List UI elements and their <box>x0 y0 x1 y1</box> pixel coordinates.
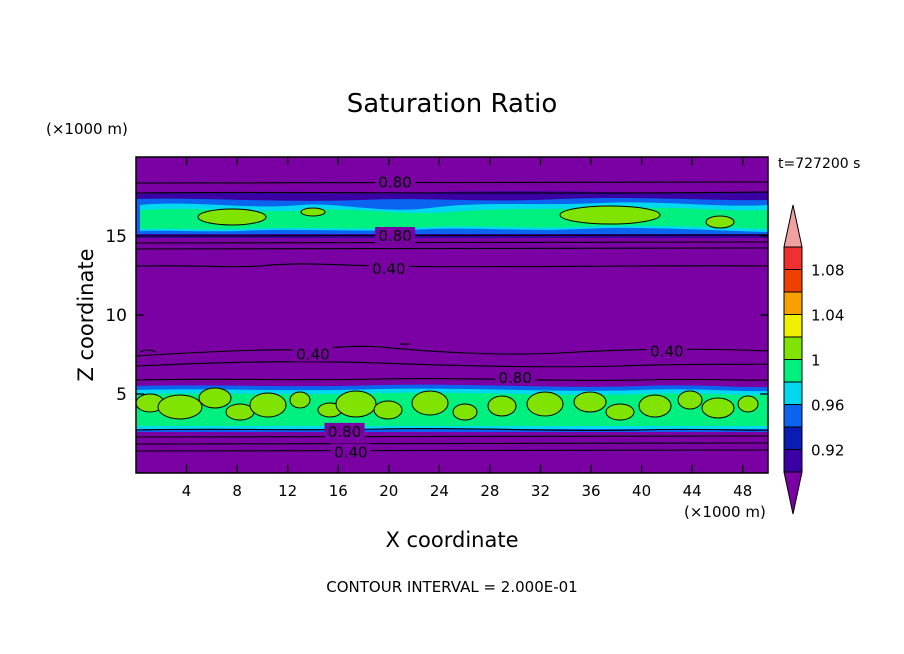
colorbar-label: 0.92 <box>811 442 844 460</box>
x-tick-label: 16 <box>329 482 348 500</box>
x-tick-label: 8 <box>232 482 242 500</box>
y-axis-label: Z coordinate <box>74 248 98 381</box>
lower-supersat-patch <box>411 390 449 416</box>
contour-line <box>136 191 768 194</box>
lower-supersat-patch <box>701 397 735 419</box>
colorbar-bin <box>783 404 803 428</box>
colorbar-bin <box>783 269 803 293</box>
colorbar-bin <box>783 359 803 383</box>
contour-label-bg <box>495 369 536 386</box>
x-axis: 4 8 12 16 20 24 28 32 36 40 44 48 <box>182 157 752 500</box>
lower-supersat-patch <box>677 390 703 410</box>
x-tick-label: 44 <box>683 482 702 500</box>
contour-label-bg <box>368 260 409 277</box>
contour-label: 0.40 <box>650 342 683 360</box>
contour-line <box>139 349 157 353</box>
contour-label: 0.80 <box>378 173 411 191</box>
upper-supersat-patch <box>559 205 661 225</box>
colorbar-label: 1.04 <box>811 307 844 325</box>
colorbar-bin <box>783 381 803 405</box>
upper-supersat-patch <box>705 215 735 229</box>
colorbar-bin <box>783 449 803 473</box>
lower-supersat-patches <box>136 387 759 421</box>
contour-line <box>136 247 768 250</box>
x-tick-label: 40 <box>632 482 651 500</box>
colorbar-bin <box>783 336 803 360</box>
x-tick-label: 32 <box>531 482 550 500</box>
lower-supersat-patch <box>526 391 564 417</box>
y-axis: 5 10 15 <box>105 227 768 405</box>
colorbar-bin <box>783 314 803 338</box>
contour-label-bg <box>292 345 333 362</box>
lower-supersat-patch <box>373 400 403 420</box>
lower-supersat-patch <box>605 403 635 421</box>
contour-label-bg <box>324 422 365 439</box>
contour-line <box>136 361 768 368</box>
lower-supersat-patch <box>335 390 377 418</box>
x-tick-label: 36 <box>581 482 600 500</box>
lower-supersat-patch <box>157 394 203 420</box>
contour-line <box>136 377 768 382</box>
y-tick-label: 10 <box>105 306 127 326</box>
x-tick-label: 48 <box>733 482 752 500</box>
contour-label: 0.40 <box>334 443 367 461</box>
field-layers: 0.80 0.80 0.40 0.40 0.40 0.80 0.80 0.40 <box>136 173 768 461</box>
colorbar-bin <box>783 246 803 270</box>
colorbar-over-triangle <box>783 204 803 248</box>
lower-supersat-patch <box>737 395 759 413</box>
contour-interval-footer: CONTOUR INTERVAL = 2.000E-01 <box>326 578 577 596</box>
x-tick-label: 4 <box>182 482 192 500</box>
contour-label: 0.40 <box>372 260 405 278</box>
y-tick-label: 15 <box>105 227 127 247</box>
contour-label-bg <box>330 443 371 460</box>
contour-labels: 0.80 0.80 0.40 0.40 0.40 0.80 0.80 0.40 <box>292 173 687 461</box>
contour-line <box>136 345 768 357</box>
contour-label: 0.80 <box>498 369 531 387</box>
x-tick-label: 20 <box>379 482 398 500</box>
lower-supersat-patch <box>573 391 607 413</box>
contour-label-bg <box>375 227 416 243</box>
x-tick-label: 24 <box>430 482 449 500</box>
contour-label: 0.80 <box>378 227 411 245</box>
y-tick-label: 5 <box>116 385 127 405</box>
time-label: t=727200 s <box>778 156 860 172</box>
colorbar-label: 0.96 <box>811 397 844 415</box>
lower-supersat-patch <box>638 394 672 418</box>
colorbar-bin <box>783 291 803 315</box>
colorbar-under-triangle <box>783 471 803 515</box>
x-tick-label: 28 <box>480 482 499 500</box>
upper-supersat-patch <box>300 207 326 217</box>
colorbar-bin <box>783 426 803 450</box>
y-unit-label: (×1000 m) <box>46 120 128 138</box>
x-tick-label: 12 <box>278 482 297 500</box>
contour-label-bg <box>375 173 416 190</box>
upper-supersat-patch <box>197 208 267 226</box>
contour-label-bg <box>646 342 687 359</box>
lower-supersat-patch <box>249 392 287 418</box>
contour-label: 0.40 <box>296 346 329 364</box>
lower-supersat-patch <box>198 387 232 409</box>
x-axis-label: X coordinate <box>385 528 518 552</box>
colorbar: 0.92 0.96 1 1.04 1.08 <box>783 204 844 515</box>
colorbar-label: 1 <box>811 352 821 370</box>
contour-label: 0.80 <box>328 423 361 441</box>
x-unit-label: (×1000 m) <box>684 503 766 521</box>
lower-supersat-patch <box>487 395 517 417</box>
lower-supersat-patch <box>452 403 478 421</box>
colorbar-label: 1.08 <box>811 262 844 280</box>
contour-line <box>136 263 768 268</box>
chart-title: Saturation Ratio <box>347 89 558 119</box>
contour-line <box>136 427 768 432</box>
lower-supersat-patch <box>289 391 311 409</box>
